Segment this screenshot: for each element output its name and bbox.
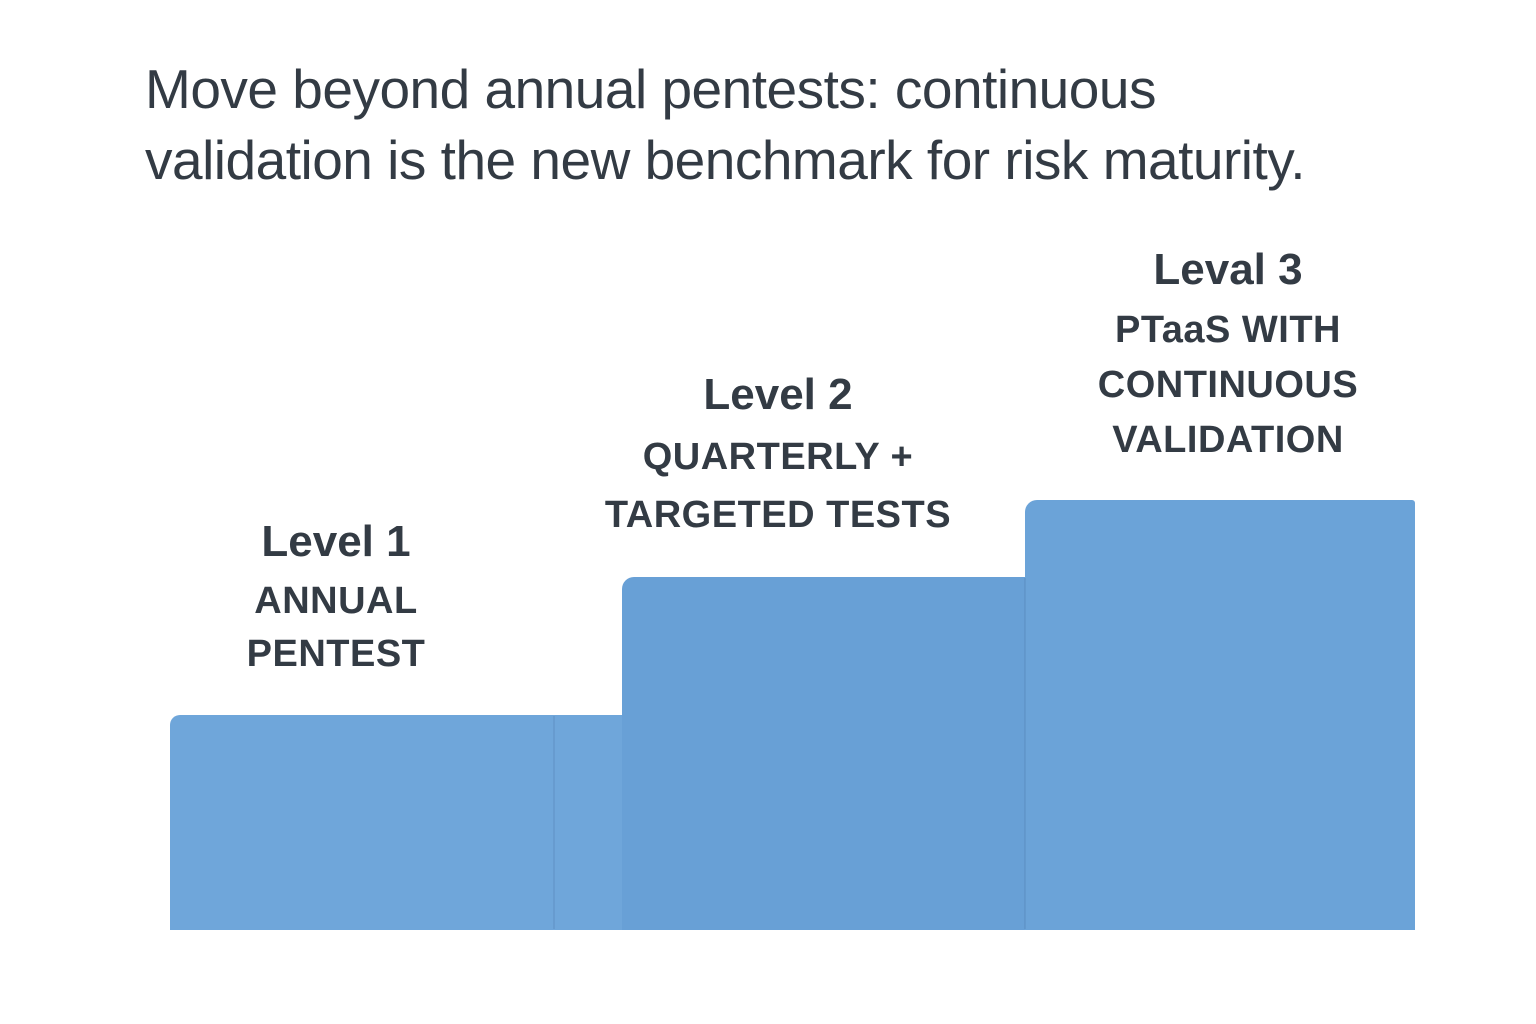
level-2-label-block: Level 2 QUARTERLY + TARGETED TESTS — [598, 368, 958, 544]
chart-title-line-1: Move beyond annual pentests: continuous — [145, 58, 1156, 120]
level-1-description: ANNUAL PENTEST — [156, 575, 516, 681]
bar-seam-divider — [1024, 578, 1026, 929]
level-1-description-line: PENTEST — [246, 633, 426, 675]
level-3-description-line: CONTINUOUS — [1097, 364, 1359, 406]
chart-title: Move beyond annual pentests: continuous … — [145, 54, 1306, 196]
bar-level-3 — [1025, 500, 1415, 930]
level-1-label-block: Level 1 ANNUAL PENTEST — [156, 515, 516, 681]
level-3-heading: Leval 3 — [1153, 245, 1303, 294]
level-3-description-line: PTaaS WITH — [1115, 309, 1341, 351]
level-2-heading: Level 2 — [703, 370, 853, 419]
bar-level-1 — [170, 715, 624, 930]
level-3-label-block: Leval 3 PTaaS WITH CONTINUOUS VALIDATION — [1048, 243, 1408, 468]
bar-seam-divider — [553, 716, 555, 929]
bar-level-2 — [622, 577, 1026, 930]
level-1-description-line: ANNUAL — [254, 580, 418, 622]
level-2-description-line: TARGETED TESTS — [604, 494, 952, 536]
level-2-description: QUARTERLY + TARGETED TESTS — [598, 428, 958, 544]
chart-title-line-2: validation is the new benchmark for risk… — [145, 129, 1306, 191]
level-3-description-line: VALIDATION — [1112, 419, 1344, 461]
level-3-description: PTaaS WITH CONTINUOUS VALIDATION — [1048, 303, 1408, 468]
level-2-description-line: QUARTERLY + — [642, 436, 914, 478]
level-1-heading: Level 1 — [261, 517, 411, 566]
